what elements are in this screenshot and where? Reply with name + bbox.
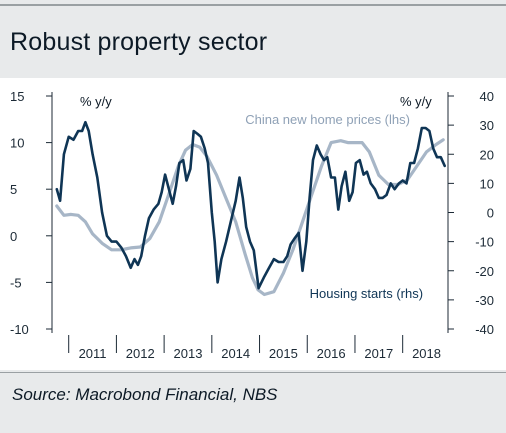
annotation-starts: Housing starts (rhs) xyxy=(310,286,423,301)
left-tick-label: -5 xyxy=(10,275,22,290)
x-tick-label: 2018 xyxy=(412,346,441,361)
right-tick-label: -30 xyxy=(475,293,494,308)
left-tick-label: 0 xyxy=(10,229,17,244)
x-tick-label: 2016 xyxy=(317,346,346,361)
x-tick-label: 2017 xyxy=(364,346,393,361)
x-tick-label: 2014 xyxy=(221,346,250,361)
x-tick-label: 2015 xyxy=(269,346,298,361)
left-tick-label: -10 xyxy=(10,322,29,337)
footer-rule xyxy=(0,372,506,373)
left-unit-label: % y/y xyxy=(80,94,112,109)
right-tick-label: 40 xyxy=(480,89,494,104)
chart-title: Robust property sector xyxy=(10,28,268,56)
x-tick-label: 2013 xyxy=(174,346,203,361)
left-tick-label: 15 xyxy=(10,89,24,104)
x-tick-label: 2012 xyxy=(126,346,155,361)
right-unit-label: % y/y xyxy=(400,94,432,109)
left-axis: 15 10 5 0 -5 -10 xyxy=(10,89,53,337)
annotation-prices: China new home prices (lhs) xyxy=(245,112,410,127)
series-layer xyxy=(55,120,447,297)
x-axis: 2011 2012 2013 2014 2015 2016 2017 2018 xyxy=(68,335,441,361)
right-tick-label: 20 xyxy=(480,147,494,162)
left-tick-label: 5 xyxy=(10,182,17,197)
left-tick-label: 10 xyxy=(10,136,24,151)
right-tick-label: -20 xyxy=(475,264,494,279)
right-tick-label: -40 xyxy=(475,322,494,337)
right-tick-label: -10 xyxy=(475,235,494,250)
right-tick-label: 30 xyxy=(480,118,494,133)
right-axis: 40 30 20 10 0 -10 -20 -30 -40 xyxy=(447,89,494,337)
x-tick-label: 2011 xyxy=(79,346,107,361)
series-line-housing-starts xyxy=(55,120,447,290)
source-note: Source: Macrobond Financial, NBS xyxy=(12,385,278,404)
right-tick-label: 10 xyxy=(480,176,494,191)
right-tick-label: 0 xyxy=(487,206,494,221)
top-rule xyxy=(0,4,506,6)
series-line-home-prices xyxy=(55,138,445,297)
